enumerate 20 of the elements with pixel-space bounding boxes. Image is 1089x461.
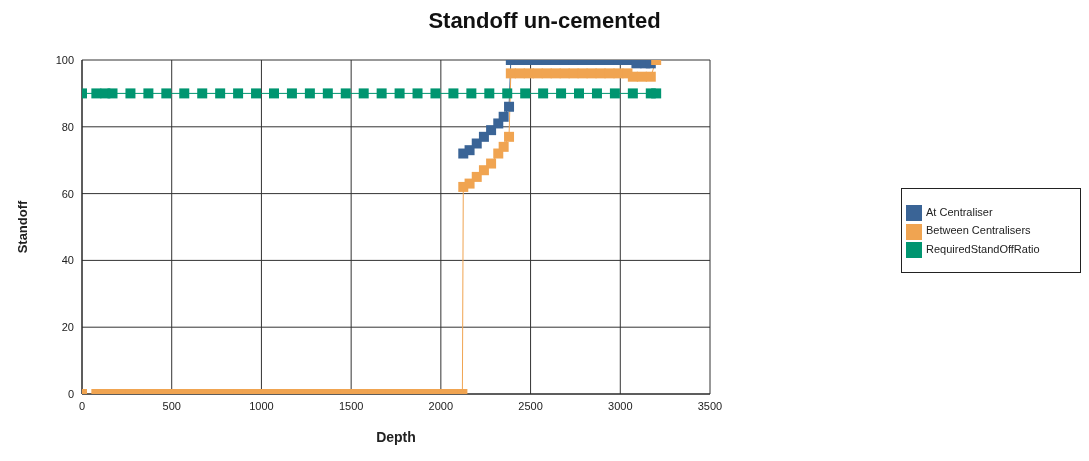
y-tick-label: 80 [61, 120, 74, 133]
legend-label: At Centraliser [926, 206, 993, 219]
x-axis-title: Depth [376, 429, 416, 445]
y-tick-label: 100 [55, 53, 74, 66]
y-tick-label: 0 [67, 387, 74, 400]
x-tick-label: 2000 [428, 399, 454, 412]
x-tick-label: 3500 [697, 399, 723, 412]
x-tick-label: 1000 [249, 399, 274, 412]
y-tick-label: 40 [61, 254, 74, 267]
y-axis-title: Standoff [14, 199, 30, 254]
chart-title: Standoff un-cemented [427, 8, 662, 34]
x-tick-label: 1500 [338, 399, 364, 412]
y-tick-label: 60 [61, 187, 74, 200]
y-tick-label: 20 [61, 321, 74, 334]
x-tick-label: 3000 [608, 399, 633, 412]
legend-label: RequiredStandOffRatio [926, 242, 1040, 255]
x-tick-label: 0 [78, 399, 86, 412]
legend-label: Between Centralisers [926, 224, 1031, 237]
x-tick-label: 2500 [518, 399, 543, 412]
x-tick-label: 500 [162, 399, 181, 412]
